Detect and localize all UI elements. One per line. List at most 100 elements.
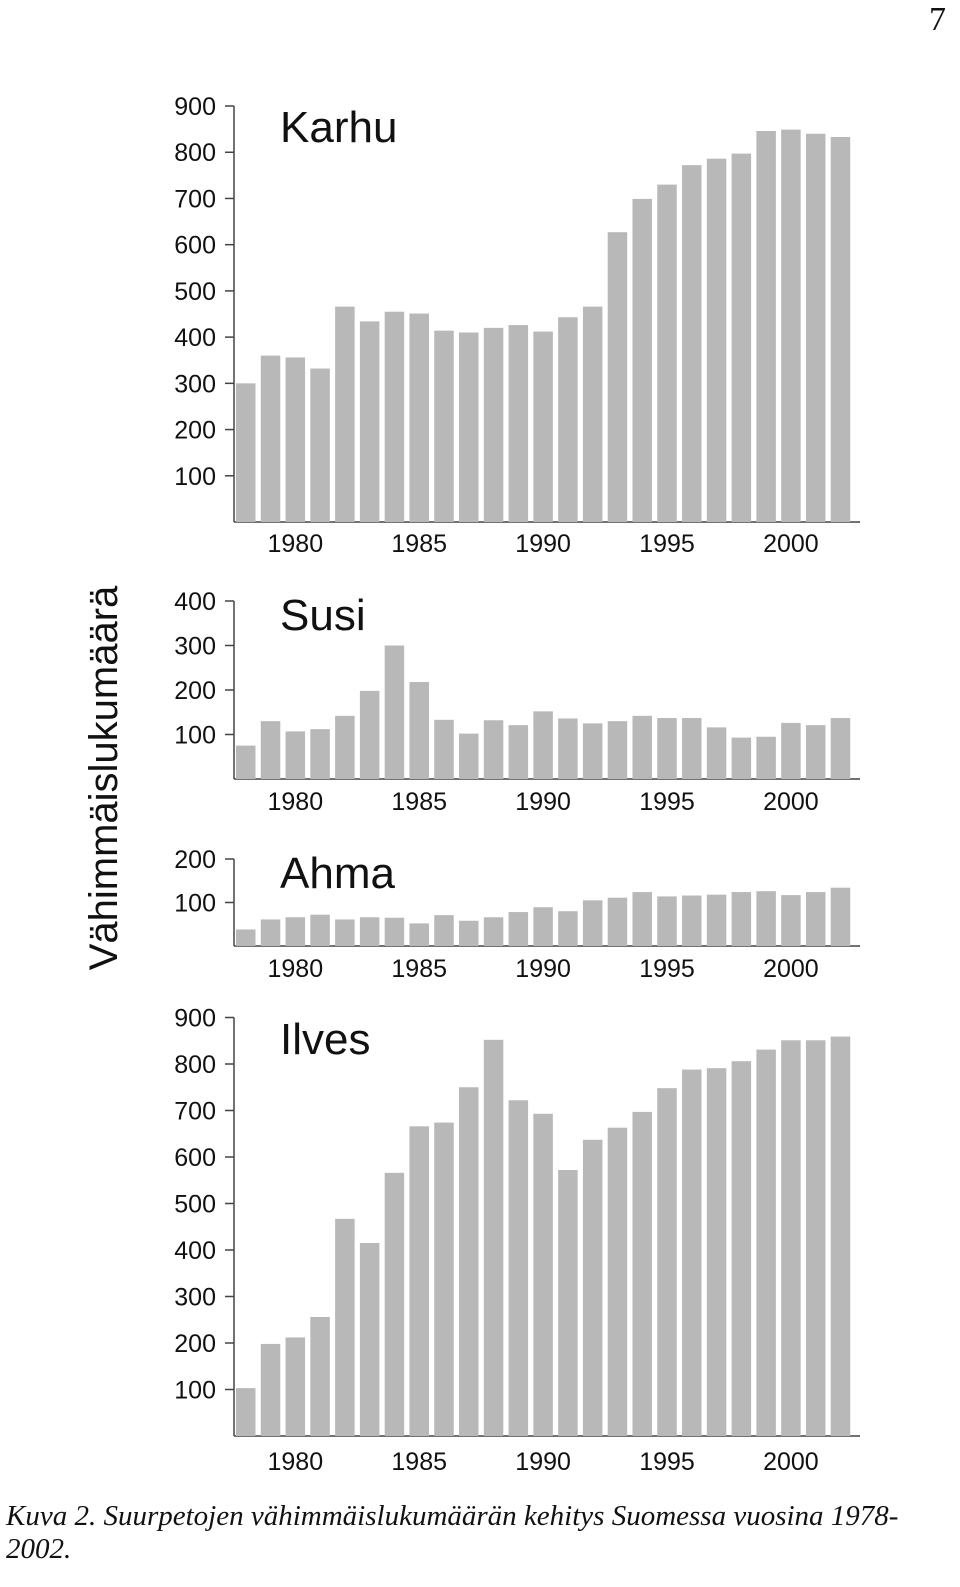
x-tick-label: 1985 — [391, 530, 447, 558]
figure-caption: Kuva 2. Suurpetojen vähimmäislukumäärän … — [6, 1500, 956, 1566]
caption-label: Kuva 2. — [6, 1500, 97, 1532]
bar-1981 — [310, 368, 330, 522]
bar-1978 — [236, 745, 256, 779]
y-tick-label: 100 — [174, 722, 216, 750]
bar-1979 — [260, 1343, 281, 1436]
bar-1985 — [409, 681, 429, 779]
bar-1996 — [682, 895, 702, 946]
bar-1980 — [285, 1337, 306, 1436]
x-tick-label: 1990 — [515, 1448, 571, 1476]
bar-2001 — [805, 892, 826, 946]
bar-1991 — [558, 1170, 578, 1436]
page-number: 7 — [929, 1, 946, 38]
bar-1997 — [706, 894, 727, 946]
y-tick-label: 700 — [174, 1098, 216, 1126]
bar-1979 — [260, 355, 281, 522]
x-tick-label: 1985 — [391, 788, 447, 816]
bar-2001 — [805, 133, 826, 522]
bar-1988 — [483, 327, 504, 522]
y-tick-label: 200 — [174, 677, 216, 705]
bar-1986 — [434, 330, 454, 522]
x-tick-label: 1980 — [267, 1448, 323, 1476]
y-tick-label: 500 — [174, 1191, 216, 1219]
bar-1985 — [409, 923, 429, 946]
bar-1981 — [310, 914, 330, 946]
bar-1984 — [384, 645, 405, 779]
bar-1999 — [756, 891, 776, 946]
bar-1994 — [632, 892, 652, 946]
bar-1978 — [236, 383, 256, 522]
bar-1981 — [310, 1316, 330, 1436]
y-tick-label: 300 — [174, 1284, 216, 1312]
y-tick-label: 200 — [174, 417, 216, 445]
y-tick-label: 400 — [174, 588, 216, 616]
bar-1998 — [731, 153, 752, 523]
x-tick-label: 1990 — [515, 530, 571, 558]
y-tick-label: 100 — [174, 1377, 216, 1405]
panel-title: Ahma — [280, 849, 395, 898]
bar-1978 — [236, 929, 256, 946]
y-tick-label: 800 — [174, 139, 216, 167]
bar-1991 — [558, 317, 578, 522]
bar-1999 — [756, 1049, 776, 1436]
bar-2000 — [781, 1040, 801, 1436]
y-tick-label: 300 — [174, 370, 216, 398]
bar-1984 — [384, 917, 405, 946]
bar-1997 — [706, 1068, 727, 1436]
bar-2000 — [781, 722, 801, 779]
bar-1996 — [682, 1069, 702, 1436]
bar-1990 — [533, 711, 553, 779]
bar-2001 — [805, 1040, 826, 1436]
bar-1997 — [706, 727, 727, 779]
bar-1995 — [657, 184, 677, 522]
y-tick-label: 200 — [174, 1330, 216, 1358]
bar-1995 — [657, 1088, 677, 1436]
bar-1981 — [310, 729, 330, 779]
bar-1988 — [483, 917, 504, 946]
bar-1989 — [508, 912, 529, 946]
bar-1984 — [384, 311, 405, 522]
x-tick-label: 1995 — [639, 1448, 695, 1476]
bar-1983 — [359, 321, 380, 522]
bar-1983 — [359, 690, 380, 779]
panel-title: Karhu — [280, 103, 397, 152]
bar-1992 — [582, 900, 603, 946]
bar-1985 — [409, 1126, 429, 1436]
bar-1989 — [508, 725, 529, 779]
panel-susi: 100 200 300 400 1980 1985 1990 1995 2000 Susi — [174, 588, 860, 816]
y-tick-label: 700 — [174, 185, 216, 213]
y-tick-label: 300 — [174, 633, 216, 661]
bar-2002 — [830, 887, 851, 946]
bar-1994 — [632, 198, 652, 523]
y-tick-label: 600 — [174, 1144, 216, 1172]
bar-1988 — [483, 1039, 504, 1436]
x-tick-label: 2000 — [763, 530, 819, 558]
bar-1993 — [607, 897, 628, 946]
x-tick-label: 1995 — [639, 788, 695, 816]
bar-1992 — [582, 306, 603, 522]
bar-1990 — [533, 1113, 553, 1436]
bar-1998 — [731, 1061, 752, 1436]
bar-1995 — [657, 896, 677, 946]
bar-1991 — [558, 911, 578, 946]
bar-1984 — [384, 1172, 405, 1436]
bar-1989 — [508, 325, 529, 522]
panel-karhu: 100 200 300 400 500 600 700 800 900 1980 1985 1990 1… — [174, 93, 860, 558]
bar-2001 — [805, 725, 826, 779]
bar-1987 — [459, 1087, 479, 1436]
y-tick-label: 400 — [174, 1237, 216, 1265]
bar-1979 — [260, 919, 281, 946]
x-tick-label: 1990 — [515, 788, 571, 816]
bar-2002 — [830, 1036, 851, 1436]
panel-ahma: 100 200 1980 1985 1990 1995 2000 Ahma — [174, 846, 860, 983]
panel-ilves: 100 200 300 400 500 600 700 800 900 1980 1985 1990 1… — [174, 1005, 860, 1476]
bar-1999 — [756, 130, 776, 522]
bar-1996 — [682, 718, 702, 779]
x-tick-label: 1985 — [391, 1448, 447, 1476]
bar-1999 — [756, 736, 776, 779]
x-tick-label: 2000 — [763, 788, 819, 816]
bar-1980 — [285, 731, 306, 779]
bar-1995 — [657, 718, 677, 779]
bar-1986 — [434, 915, 454, 946]
